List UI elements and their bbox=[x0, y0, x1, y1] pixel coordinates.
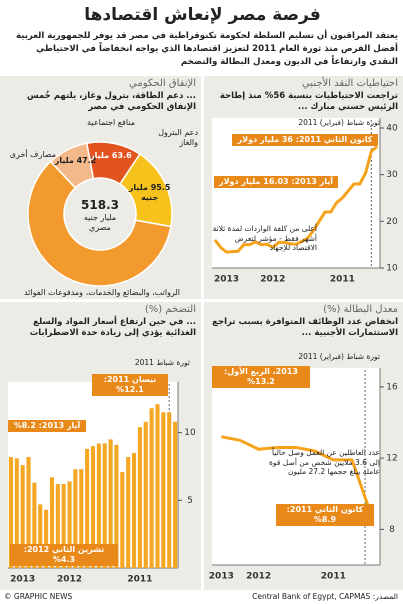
bar bbox=[161, 412, 166, 568]
chart-title: التضخم (%) bbox=[144, 304, 196, 315]
annotation: عدد العاطلين عن العمل وصل حالياً إلى 3.6… bbox=[269, 448, 380, 476]
bar bbox=[137, 427, 142, 568]
credit: © GRAPHIC NEWS bbox=[4, 592, 73, 601]
source: المصدر: Central Bank of Egypt, CAPMAS bbox=[252, 592, 398, 601]
bar bbox=[32, 482, 37, 568]
intro: يعتقد المراقبون أن تسليم السلطة لحكومة ت… bbox=[15, 31, 398, 67]
annotation: آيار 2013: 8.2% bbox=[8, 420, 86, 432]
value-label: 95.5 مليار جنيه bbox=[128, 182, 171, 202]
plot-area bbox=[212, 368, 380, 565]
bar bbox=[155, 404, 160, 568]
category-label: منافع اجتماعية bbox=[87, 118, 135, 127]
pie-total: 518.3 bbox=[81, 198, 119, 212]
bar bbox=[38, 504, 43, 568]
annotation: آيار 2013: 16.03 مليار دولار bbox=[214, 176, 338, 188]
bar bbox=[131, 452, 137, 568]
y-tick-label: 10 bbox=[184, 428, 196, 438]
y-tick-label: 5 bbox=[187, 496, 193, 506]
bar bbox=[61, 484, 66, 568]
x-tick-label: 2013 bbox=[214, 275, 239, 285]
x-tick-label: 2011 bbox=[330, 275, 355, 285]
bar bbox=[173, 421, 178, 568]
x-tick-label: 2012 bbox=[57, 575, 82, 585]
x-tick-label: 2012 bbox=[260, 275, 285, 285]
y-tick-label: 10 bbox=[386, 264, 398, 274]
x-tick-label: 2012 bbox=[246, 572, 271, 582]
bar bbox=[108, 439, 113, 568]
annotation: أعلى من كلفة الواردات لمدة ثلاثة أشهر فق… bbox=[212, 224, 317, 252]
annotation: تشرين الثاني 2012: 4.3% bbox=[10, 544, 118, 566]
bar bbox=[8, 456, 13, 568]
annotation: ثورة شباط 2011 bbox=[134, 358, 190, 367]
annotation: كانون الثاني 2011: 8.9% bbox=[276, 504, 374, 526]
bar bbox=[55, 484, 60, 568]
pie-total-label: مليار جنيه مصري bbox=[83, 213, 117, 232]
chart-subtitle: تراجعت الاحتياطيات بنسبة 56% منذ إطاحة ا… bbox=[219, 91, 398, 112]
annotation: 2013، الربع الأول: 13.2% bbox=[212, 366, 310, 388]
chart-title: معدل البطالة (%) bbox=[323, 304, 398, 315]
bar bbox=[126, 456, 131, 568]
annotation: كانون الثاني 2011: 36 مليار دولار bbox=[232, 134, 378, 146]
annotation: نيسان 2011: 12.1% bbox=[92, 374, 168, 396]
chart-title: احتياطيات النقد الأجنبي bbox=[301, 78, 398, 89]
bar bbox=[114, 444, 119, 568]
page-title: فرصة مصر لإنعاش اقتصادها bbox=[84, 5, 321, 25]
bar bbox=[102, 443, 107, 568]
bar bbox=[167, 412, 172, 568]
bar bbox=[44, 509, 49, 568]
bar bbox=[120, 471, 125, 568]
category-label: الرواتب، والبضائع والخدمات، ومدفوعات الف… bbox=[23, 288, 181, 297]
bar bbox=[79, 469, 84, 568]
bar bbox=[96, 443, 101, 568]
chart-subtitle: انخفاض عدد الوظائف المتوافرة بسبب تراجع … bbox=[212, 317, 398, 338]
chart-title: الإنفاق الحكومي bbox=[129, 78, 196, 89]
y-tick-label: 12 bbox=[386, 454, 397, 464]
pie-segment bbox=[27, 160, 172, 287]
bar bbox=[14, 458, 19, 568]
x-tick-label: 2013 bbox=[10, 575, 35, 585]
bar bbox=[73, 469, 78, 568]
y-tick-label: 30 bbox=[386, 170, 398, 180]
category-label: دعم البترول والغاز bbox=[158, 128, 198, 147]
bar bbox=[49, 477, 55, 568]
x-tick-label: 2011 bbox=[127, 575, 152, 585]
value-label: 47.2 مليار bbox=[54, 155, 97, 165]
y-tick-label: 40 bbox=[386, 124, 398, 134]
x-tick-label: 2013 bbox=[209, 572, 234, 582]
bar bbox=[143, 421, 148, 568]
chart-subtitle: ... في حين ارتفاع أسعار المواد والسلع ال… bbox=[29, 317, 196, 338]
annotation: ثورة شباط (فبراير) 2011 bbox=[298, 352, 380, 361]
category-label: مصارف أخرى bbox=[9, 150, 56, 159]
x-tick-label: 2011 bbox=[321, 572, 346, 582]
bar bbox=[149, 408, 154, 568]
bar bbox=[26, 456, 31, 568]
chart-subtitle: ... دعم الطاقة، بترول وغاز، يلتهم خُمس ا… bbox=[26, 91, 196, 112]
y-tick-label: 8 bbox=[389, 525, 395, 535]
bar bbox=[90, 446, 96, 568]
y-tick-label: 16 bbox=[386, 382, 398, 392]
bar bbox=[20, 465, 25, 568]
annotation: ثورة شباط (فبراير) 2011 bbox=[298, 118, 380, 127]
bar bbox=[67, 481, 72, 568]
y-tick-label: 20 bbox=[386, 217, 398, 227]
bar bbox=[85, 448, 90, 568]
line bbox=[221, 435, 373, 514]
value-label: 63.6 مليار bbox=[90, 151, 132, 161]
line bbox=[213, 145, 379, 254]
